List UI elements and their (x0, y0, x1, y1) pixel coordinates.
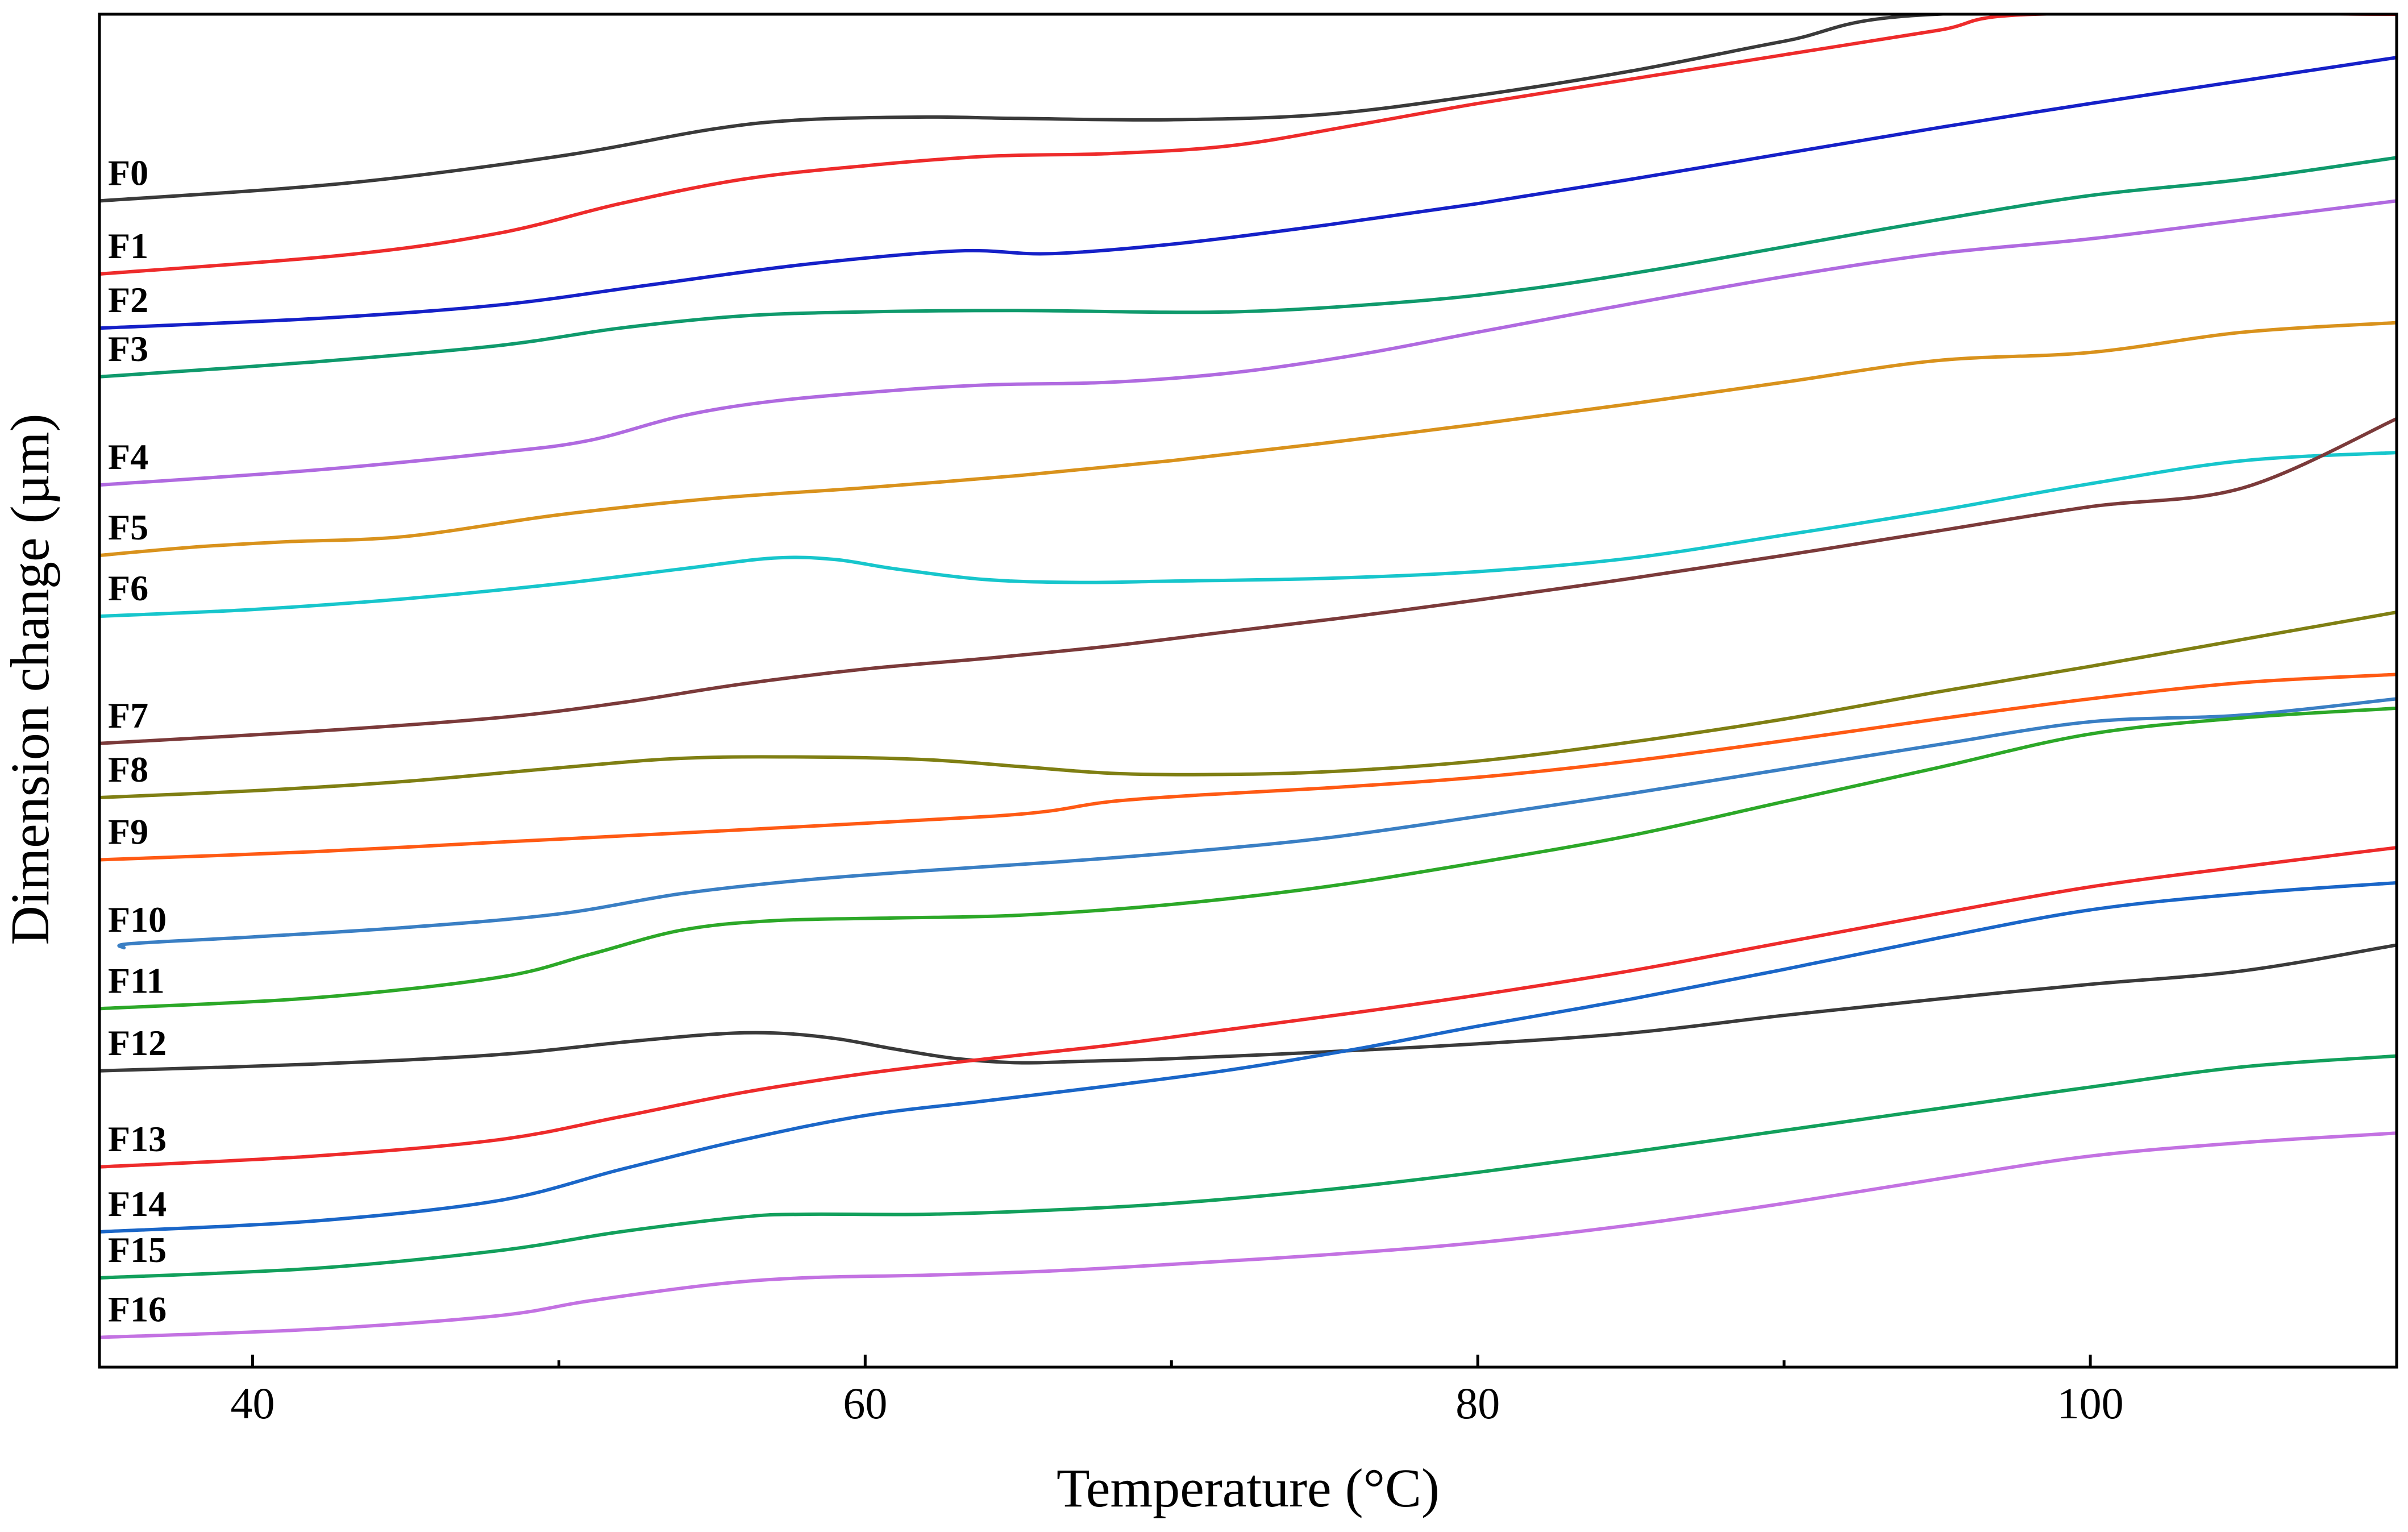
series-line-f2 (99, 56, 2397, 330)
series-label-f11: F11 (108, 960, 165, 1000)
series-line-f11 (99, 706, 2397, 1011)
x-tick-label: 100 (2057, 1379, 2124, 1428)
series-label-f4: F4 (108, 437, 148, 477)
series-label-f8: F8 (108, 749, 148, 790)
x-axis-title: Temperature (°C) (1057, 1458, 1440, 1518)
series-line-f0 (99, 14, 2397, 203)
series-label-f13: F13 (108, 1119, 167, 1159)
series-label-f2: F2 (108, 280, 148, 320)
series-label-f7: F7 (108, 695, 148, 736)
series-line-f13 (99, 846, 2397, 1169)
series-label-f1: F1 (108, 226, 148, 266)
series-line-f9 (99, 672, 2397, 862)
series-line-f4 (99, 199, 2397, 487)
y-axis-title: Dimension change (µm) (0, 413, 60, 945)
series-line-f16 (99, 1131, 2397, 1339)
series-label-f10: F10 (108, 899, 167, 940)
series-line-f1 (99, 14, 2397, 276)
series-line-f5 (99, 321, 2397, 557)
series-line-f3 (99, 156, 2397, 379)
series-line-f7 (99, 417, 2397, 745)
plot-frame (98, 13, 2398, 1369)
series-label-f5: F5 (108, 507, 148, 547)
series-label-f6: F6 (108, 568, 148, 608)
series-label-f3: F3 (108, 329, 148, 369)
series-line-f15 (99, 1054, 2397, 1280)
series-label-f15: F15 (108, 1230, 167, 1270)
series-label-f12: F12 (108, 1023, 167, 1063)
series-line-f10 (117, 697, 2397, 950)
series-label-layer: F0 F1 F2 F3 F4 F5 F6 F7 F8 F9 F10 F11 F12 F13 F14 F15 F1… (108, 152, 167, 1329)
series-line-f6 (99, 451, 2397, 618)
series-label-f0: F0 (108, 152, 148, 193)
x-tick-label: 40 (230, 1379, 275, 1428)
x-tick-label: 60 (843, 1379, 887, 1428)
x-tick-label: 80 (1455, 1379, 1500, 1428)
series-line-f12 (99, 943, 2397, 1073)
series-line-f14 (99, 881, 2397, 1234)
series-layer (99, 14, 2397, 1339)
series-label-f16: F16 (108, 1289, 167, 1330)
series-line-f8 (99, 611, 2397, 799)
tick-layer: 40 60 80 100 (230, 1355, 2398, 1428)
series-label-f9: F9 (108, 812, 148, 852)
series-label-f14: F14 (108, 1184, 167, 1224)
